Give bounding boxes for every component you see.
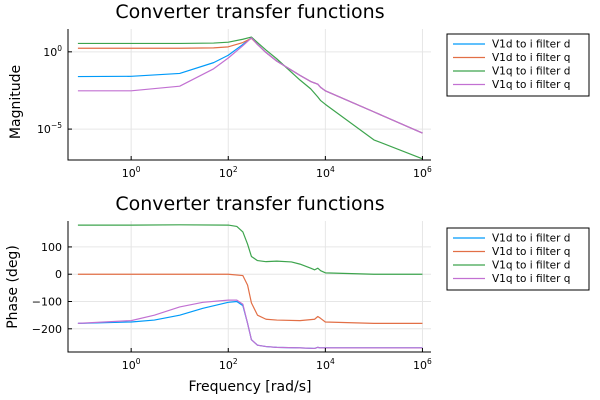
legend-label: V1d to i filter d xyxy=(492,233,570,245)
magnitude-title: Converter transfer functions xyxy=(115,1,384,23)
series-line-1 xyxy=(77,300,423,350)
y-tick-exponent: −5 xyxy=(51,121,62,130)
phase-title: Converter transfer functions xyxy=(115,193,384,215)
legend-label: V1d to i filter q xyxy=(492,246,570,258)
phase-panel: Converter transfer functions Phase (deg)… xyxy=(5,193,590,395)
x-tick-label: 104 xyxy=(316,357,335,372)
y-tick-exponent: 0 xyxy=(57,44,62,53)
legend-label: V1q to i filter q xyxy=(492,273,570,285)
series-line-4 xyxy=(77,299,423,350)
x-tick-base: 10 xyxy=(413,167,427,180)
x-tick-exponent: 4 xyxy=(330,165,335,174)
x-tick-exponent: 6 xyxy=(427,357,432,366)
y-tick-label: −100 xyxy=(32,296,62,309)
series-line-3 xyxy=(77,36,423,160)
x-tick-label: 100 xyxy=(122,357,141,372)
magnitude-ylabel: Magnitude xyxy=(8,65,24,139)
x-tick-label: 102 xyxy=(219,357,238,372)
phase-ylabel: Phase (deg) xyxy=(5,245,21,329)
x-tick-exponent: 2 xyxy=(233,357,238,366)
x-tick-exponent: 6 xyxy=(427,165,432,174)
x-tick-base: 10 xyxy=(219,359,233,372)
x-tick-label: 104 xyxy=(316,165,335,180)
phase-xlabel: Frequency [rad/s] xyxy=(189,379,312,395)
axis-frame xyxy=(67,29,431,161)
x-tick-exponent: 0 xyxy=(136,357,141,366)
series-line-2 xyxy=(77,37,423,134)
series-line-4 xyxy=(77,37,423,134)
magnitude-grid xyxy=(68,29,431,160)
legend-label: V1d to i filter q xyxy=(492,52,570,64)
y-tick-label: 0 xyxy=(55,268,62,281)
magnitude-panel: Converter transfer functions Magnitude 1… xyxy=(8,1,590,180)
y-tick-base: 10 xyxy=(37,123,51,136)
x-tick-base: 10 xyxy=(122,359,136,372)
x-tick-base: 10 xyxy=(122,167,136,180)
series-line-2 xyxy=(77,273,423,324)
legend-label: V1d to i filter d xyxy=(492,39,570,51)
x-tick-label: 100 xyxy=(122,165,141,180)
y-tick-label: 10−5 xyxy=(37,121,62,136)
x-tick-exponent: 2 xyxy=(233,165,238,174)
magnitude-series-group xyxy=(77,36,423,160)
x-tick-label: 102 xyxy=(219,165,238,180)
x-tick-base: 10 xyxy=(219,167,233,180)
legend-label: V1q to i filter d xyxy=(492,66,570,78)
y-tick-label: 100 xyxy=(41,241,62,254)
x-tick-exponent: 0 xyxy=(136,165,141,174)
y-tick-label: 100 xyxy=(43,44,62,59)
phase-series-group xyxy=(77,224,423,350)
x-tick-base: 10 xyxy=(316,359,330,372)
x-tick-base: 10 xyxy=(413,359,427,372)
x-tick-label: 106 xyxy=(413,357,432,372)
x-tick-label: 106 xyxy=(413,165,432,180)
axis-frame xyxy=(67,221,431,353)
x-tick-exponent: 4 xyxy=(330,357,335,366)
y-tick-label: −200 xyxy=(32,323,62,336)
y-tick-base: 10 xyxy=(43,46,57,59)
series-line-3 xyxy=(77,224,423,275)
legend-label: V1q to i filter q xyxy=(492,79,570,91)
legend-label: V1q to i filter d xyxy=(492,260,570,272)
x-tick-base: 10 xyxy=(316,167,330,180)
